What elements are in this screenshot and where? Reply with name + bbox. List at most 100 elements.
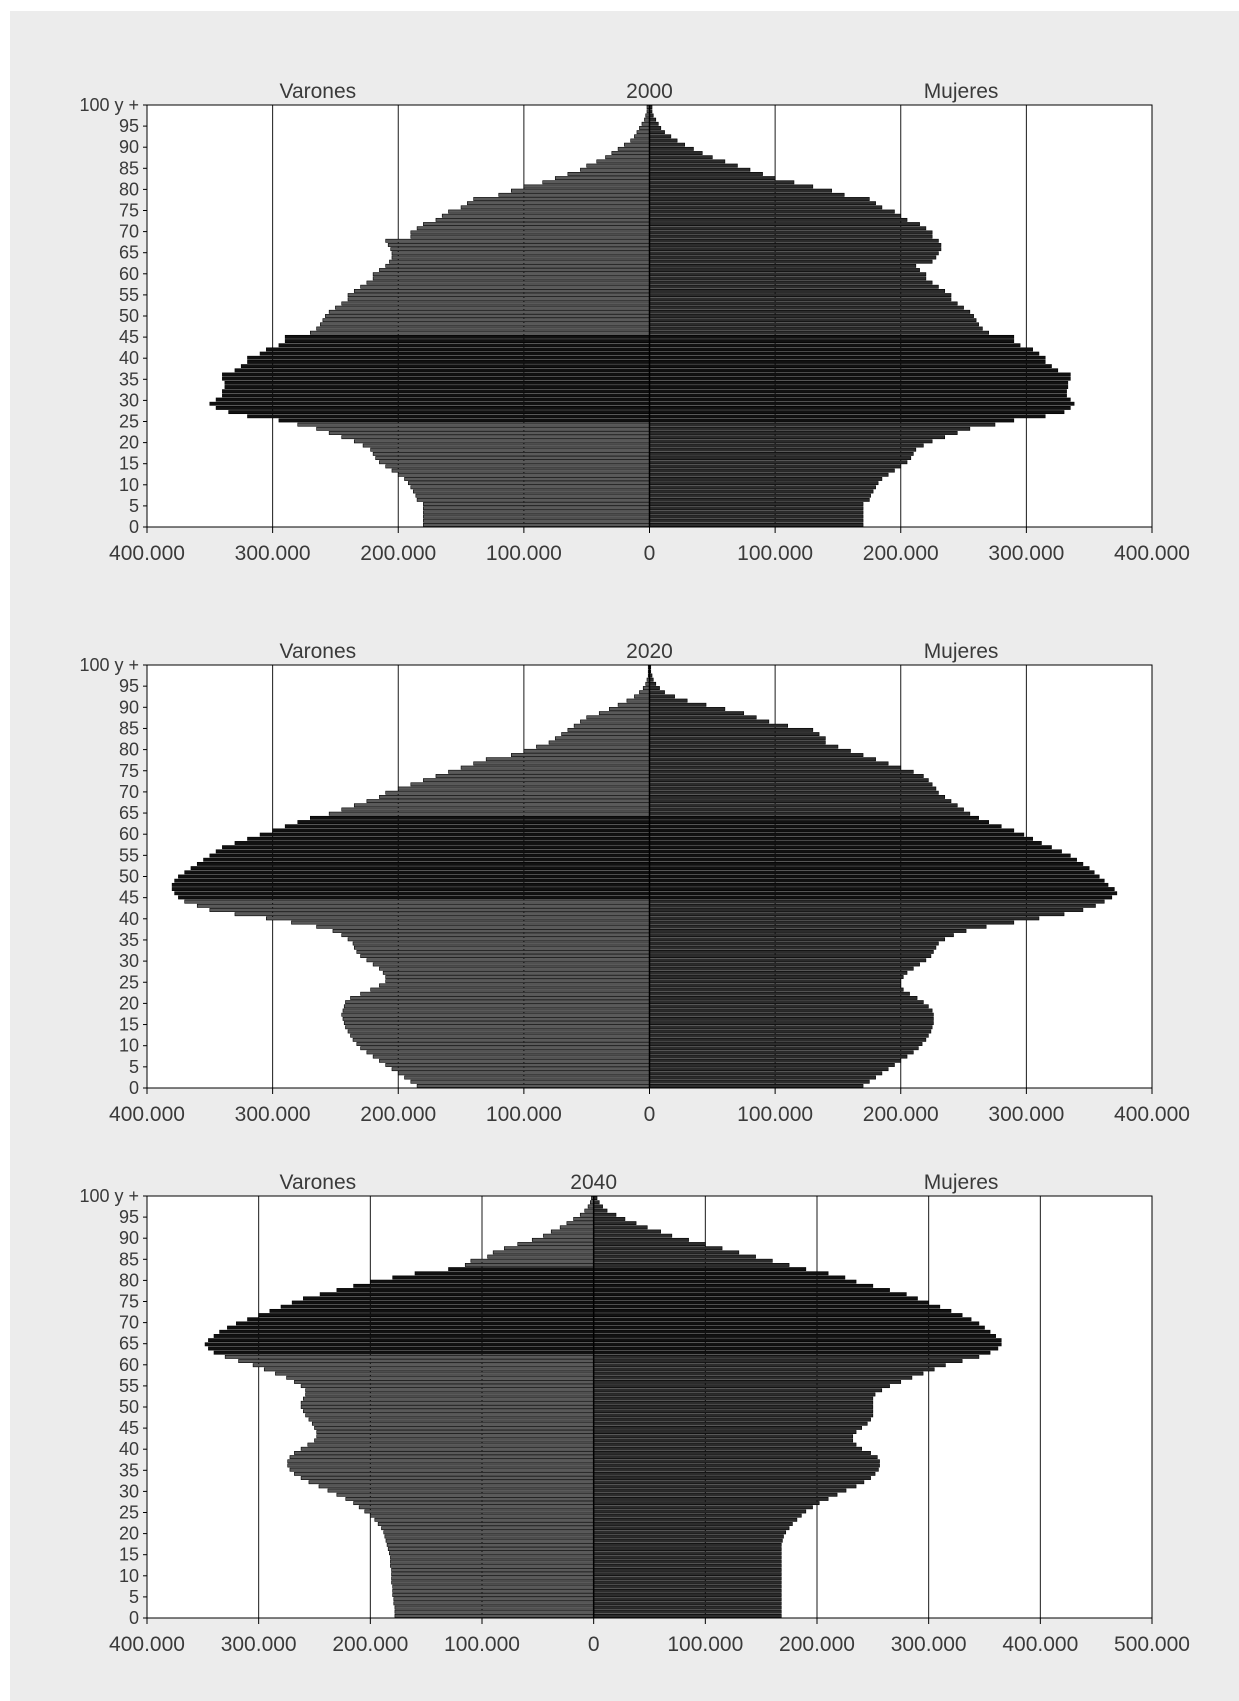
- bar-varones-age-89: [611, 151, 650, 155]
- bar-varones-age-27: [353, 1501, 594, 1506]
- bar-varones-age-24: [370, 1513, 594, 1518]
- bar-varones-age-58: [234, 841, 650, 845]
- bar-varones-age-19: [343, 1004, 650, 1009]
- bar-mujeres-age-72: [649, 222, 920, 227]
- bar-varones-age-65: [328, 811, 650, 816]
- bar-varones-age-79: [498, 192, 650, 197]
- bar-varones-age-34: [294, 1471, 594, 1476]
- bar-mujeres-age-8: [649, 1050, 914, 1055]
- y-tick-label: 0: [129, 1608, 139, 1628]
- bar-varones-age-28: [345, 1496, 594, 1501]
- bar-mujeres-age-6: [649, 1058, 902, 1063]
- bar-mujeres-age-85: [649, 167, 751, 172]
- bar-varones-age-26: [358, 1505, 594, 1510]
- y-tick-label: 50: [119, 306, 139, 326]
- bar-varones-age-45: [284, 334, 650, 339]
- bar-mujeres-age-34: [649, 380, 1069, 385]
- bar-mujeres-age-98: [593, 1204, 603, 1209]
- bar-mujeres-age-31: [593, 1484, 857, 1489]
- bar-varones-age-66: [208, 1338, 594, 1343]
- bar-varones-age-30: [327, 1488, 594, 1493]
- bar-varones-age-85: [580, 167, 650, 172]
- bar-varones-age-40: [247, 355, 650, 360]
- bar-varones-age-15: [343, 1021, 650, 1026]
- bar-mujeres-age-39: [649, 920, 1015, 925]
- bar-mujeres-age-57: [649, 845, 1052, 850]
- bar-varones-age-9: [360, 1046, 650, 1051]
- bar-mujeres-age-35: [649, 937, 946, 942]
- bar-varones-age-88: [605, 155, 650, 160]
- x-tick-label: 400.000: [1002, 1633, 1078, 1656]
- bar-mujeres-age-27: [649, 970, 908, 975]
- bar-mujeres-age-47: [649, 887, 1115, 891]
- y-tick-label: 15: [119, 454, 139, 474]
- x-tick-label: 500.000: [1114, 1633, 1190, 1656]
- bar-varones-age-5: [392, 1593, 594, 1597]
- bar-varones-age-17: [372, 451, 650, 456]
- bar-mujeres-age-29: [649, 401, 1075, 406]
- bar-mujeres-age-75: [649, 209, 895, 214]
- y-tick-label: 20: [119, 993, 139, 1013]
- bar-mujeres-age-78: [649, 757, 876, 762]
- bar-varones-age-1: [394, 1609, 594, 1614]
- bar-varones-age-21: [341, 435, 650, 440]
- bar-mujeres-age-96: [649, 681, 657, 686]
- bar-varones-age-67: [387, 243, 650, 247]
- bar-varones-age-86: [586, 163, 650, 168]
- bar-varones-age-39: [291, 920, 650, 925]
- x-tick-label: 300.000: [221, 1633, 297, 1656]
- bar-varones-age-31: [222, 393, 650, 398]
- bar-varones-age-14: [390, 1555, 594, 1560]
- y-tick-label: 15: [119, 1545, 139, 1565]
- bar-mujeres-age-68: [593, 1329, 991, 1334]
- y-tick-label: 55: [119, 285, 139, 305]
- bar-mujeres-age-22: [593, 1522, 793, 1526]
- bar-mujeres-age-56: [593, 1380, 902, 1384]
- bar-varones-age-52: [190, 866, 650, 871]
- bar-varones-age-82: [414, 1271, 594, 1276]
- bar-varones-age-49: [174, 878, 650, 883]
- y-tick-label: 100 y +: [79, 655, 139, 675]
- bar-varones-age-48: [320, 322, 650, 327]
- bar-varones-age-52: [335, 305, 650, 310]
- right-series-label: Mujeres: [924, 640, 999, 663]
- bar-mujeres-age-71: [649, 786, 937, 791]
- bar-mujeres-age-59: [593, 1367, 935, 1372]
- bar-mujeres-age-86: [593, 1254, 756, 1259]
- bar-mujeres-age-63: [649, 820, 989, 824]
- bar-varones-age-78: [485, 757, 650, 762]
- bar-mujeres-age-42: [593, 1438, 854, 1443]
- bar-varones-age-37: [332, 929, 650, 933]
- bar-mujeres-age-35: [593, 1467, 879, 1472]
- bar-varones-age-69: [227, 1325, 594, 1330]
- bar-mujeres-age-7: [593, 1584, 782, 1589]
- bar-varones-age-88: [504, 1246, 594, 1251]
- bar-varones-age-72: [423, 222, 650, 227]
- bar-varones-age-0: [394, 1613, 594, 1618]
- y-tick-label: 40: [119, 348, 139, 368]
- bar-varones-age-61: [238, 1359, 594, 1363]
- bar-mujeres-age-16: [649, 1016, 934, 1021]
- bar-varones-age-5: [385, 1063, 650, 1067]
- bar-mujeres-age-95: [649, 126, 662, 130]
- x-tick-label: 100.000: [667, 1633, 743, 1656]
- bar-mujeres-age-18: [593, 1538, 783, 1543]
- bar-varones-age-72: [258, 1313, 594, 1318]
- bar-mujeres-age-39: [593, 1451, 871, 1455]
- bar-varones-age-80: [523, 748, 650, 753]
- y-tick-label: 35: [119, 369, 139, 389]
- bar-varones-age-56: [215, 849, 650, 854]
- bar-mujeres-age-13: [649, 468, 895, 473]
- bar-varones-age-29: [209, 401, 650, 406]
- bar-varones-age-36: [287, 1463, 594, 1468]
- bar-mujeres-age-41: [593, 1442, 857, 1447]
- bar-varones-age-38: [289, 1455, 594, 1460]
- bar-varones-age-59: [263, 1367, 594, 1372]
- y-tick-label: 55: [119, 1376, 139, 1396]
- bar-mujeres-age-5: [649, 1063, 895, 1067]
- bar-varones-age-86: [487, 1254, 594, 1259]
- bar-varones-age-26: [385, 975, 650, 979]
- bar-varones-age-92: [550, 1229, 594, 1234]
- bar-mujeres-age-0: [593, 1613, 782, 1618]
- bar-varones-age-57: [286, 1375, 594, 1380]
